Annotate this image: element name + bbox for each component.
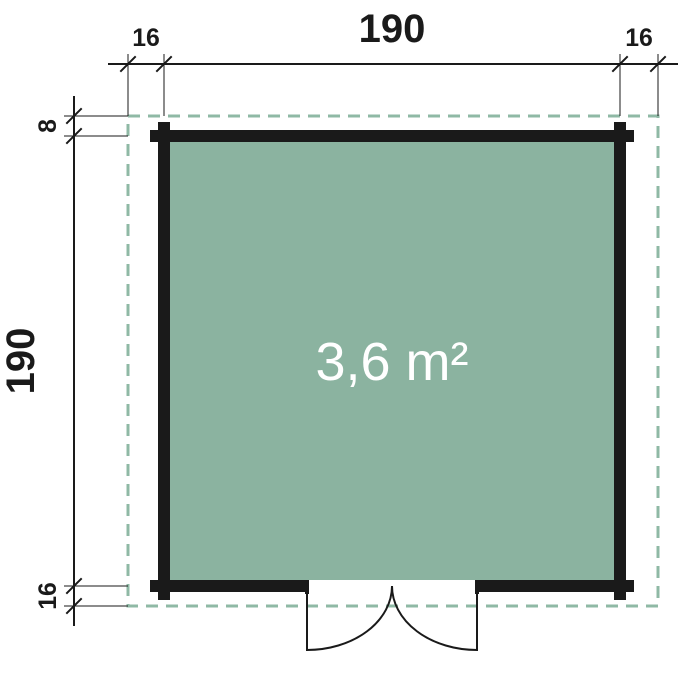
dim-top-main: 190 bbox=[359, 7, 426, 51]
floor-plan: 3,6 m² 190 16 16 190 8 16 bbox=[0, 0, 696, 696]
dim-top-right: 16 bbox=[625, 25, 653, 52]
dim-left-bottom: 16 bbox=[35, 582, 62, 610]
dim-top-left: 16 bbox=[132, 25, 160, 52]
dim-left-main: 190 bbox=[0, 328, 43, 395]
dim-left-top: 8 bbox=[35, 119, 62, 133]
area-label: 3,6 m² bbox=[315, 332, 468, 392]
